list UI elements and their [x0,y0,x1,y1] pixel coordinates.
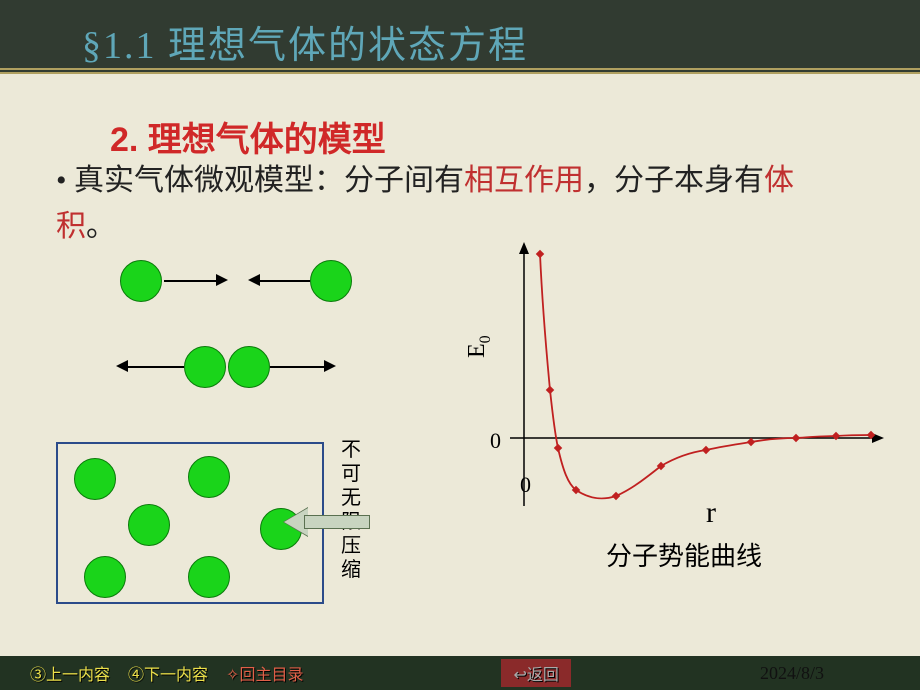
y-axis-arrow-icon [519,242,529,254]
section-subhead: 2. 理想气体的模型 [110,112,386,161]
return-button[interactable]: ↩返回 [501,659,570,687]
x-origin-label: 0 [520,472,531,498]
molecule-ball [74,458,116,500]
body: 2. 理想气体的模型 真实气体微观模型：分子间有相互作用，分子本身有体积。 [0,102,920,650]
arrow-line [128,366,184,368]
molecule-ball [310,260,352,302]
molecule-ball [188,556,230,598]
next-button[interactable]: ④下一内容 [128,661,208,685]
paragraph: 真实气体微观模型：分子间有相互作用，分子本身有体积。 [56,158,816,250]
molecule-ball [128,504,170,546]
arrowhead-right-icon [324,360,336,372]
slide: §1.1 理想气体的状态方程 2. 理想气体的模型 真实气体微观模型：分子间有相… [0,0,920,690]
prev-button[interactable]: ③上一内容 [30,661,110,685]
x-axis-label: r [706,496,716,530]
molecule-ball [228,346,270,388]
para-seg1: 真实气体微观模型：分子间有 [74,164,464,197]
data-points [536,250,875,500]
arrow-line [164,280,218,282]
arrow-line [260,280,310,282]
arrowhead-left-icon [248,274,260,286]
arrowhead-right-icon [216,274,228,286]
date-label: 2024/8/3 [760,663,824,684]
y-origin-label: 0 [490,428,501,454]
molecule-diagram: 不可无限压缩 [56,260,416,600]
molecule-ball [84,556,126,598]
arrowhead-left-icon [116,360,128,372]
chart-caption: 分子势能曲线 [606,536,762,573]
potential-curve [540,254,871,498]
para-seg2: ，分子本身有 [584,164,764,197]
molecule-ball [188,456,230,498]
arrow-line [270,366,326,368]
molecule-ball [120,260,162,302]
menu-button[interactable]: ✧回主目录 [226,661,303,685]
molecule-ball [184,346,226,388]
compress-arrow-icon [284,510,374,534]
para-seg3: 。 [86,210,116,243]
para-hl1: 相互作用 [464,164,584,197]
potential-energy-chart: E0 0 0 r 分子势能曲线 [466,238,886,574]
y-axis-label: E0 [464,335,495,358]
page-title: §1.1 理想气体的状态方程 [82,14,528,69]
